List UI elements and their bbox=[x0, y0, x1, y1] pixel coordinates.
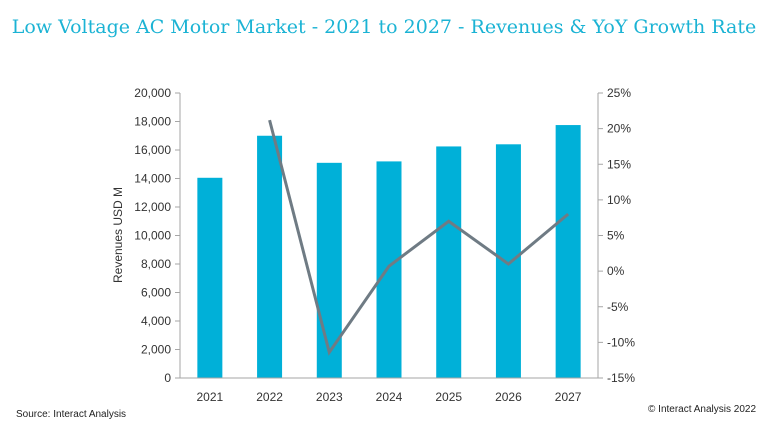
x-tick-label: 2024 bbox=[376, 390, 403, 404]
bar-2021 bbox=[197, 177, 223, 378]
left-tick-label: 0 bbox=[164, 371, 171, 385]
left-tick-label: 12,000 bbox=[134, 200, 171, 214]
left-tick-label: 18,000 bbox=[134, 115, 171, 129]
left-tick-label: 14,000 bbox=[134, 172, 171, 186]
x-tick-label: 2023 bbox=[316, 390, 343, 404]
right-tick-label: 20% bbox=[607, 122, 631, 136]
right-tick-label: 25% bbox=[607, 86, 631, 100]
right-tick-label: -5% bbox=[607, 300, 629, 314]
right-tick-label: 5% bbox=[607, 229, 625, 243]
bar-2023 bbox=[316, 162, 342, 378]
source-note: Source: Interact Analysis bbox=[16, 409, 127, 420]
x-tick-label: 2027 bbox=[555, 390, 582, 404]
growth-line bbox=[268, 119, 570, 356]
axes-layer: 0 2,000 4,000 6,000 8,000 10,000 12,000 14,000 1… bbox=[134, 86, 635, 404]
left-tick-label: 2,000 bbox=[141, 343, 171, 357]
chart-title: Low Voltage AC Motor Market - 2021 to 20… bbox=[11, 16, 757, 38]
bar-2027 bbox=[555, 125, 581, 378]
growth-line-layer bbox=[268, 119, 570, 356]
x-tick-label: 2022 bbox=[256, 390, 283, 404]
left-tick-label: 20,000 bbox=[134, 86, 171, 100]
right-tick-label: 0% bbox=[607, 264, 625, 278]
right-tick-label: 10% bbox=[607, 193, 631, 207]
left-tick-label: 10,000 bbox=[134, 229, 171, 243]
left-tick-label: 6,000 bbox=[141, 286, 171, 300]
bar-2022 bbox=[257, 135, 283, 378]
bar-2025 bbox=[436, 146, 462, 378]
bars-layer bbox=[197, 125, 581, 378]
x-tick-label: 2025 bbox=[435, 390, 462, 404]
x-tick-label: 2021 bbox=[197, 390, 224, 404]
left-tick-label: 4,000 bbox=[141, 314, 171, 328]
right-tick-label: -10% bbox=[607, 335, 635, 349]
left-tick-label: 16,000 bbox=[134, 143, 171, 157]
copyright-note: © Interact Analysis 2022 bbox=[648, 404, 756, 415]
y-axis-label: Revenues USD M bbox=[111, 187, 125, 283]
left-tick-label: 8,000 bbox=[141, 257, 171, 271]
x-tick-label: 2026 bbox=[495, 390, 522, 404]
right-tick-label: 15% bbox=[607, 157, 631, 171]
right-tick-label: -15% bbox=[607, 371, 635, 385]
bar-2026 bbox=[495, 144, 521, 378]
bar-2024 bbox=[376, 161, 402, 378]
